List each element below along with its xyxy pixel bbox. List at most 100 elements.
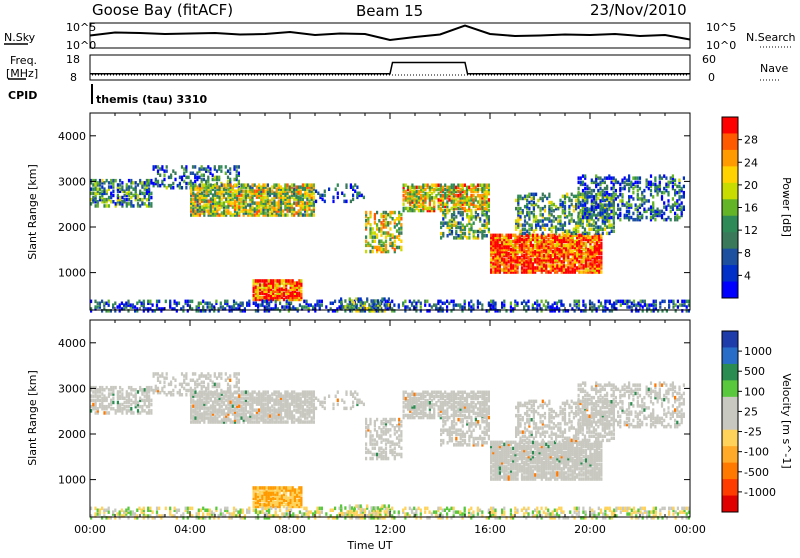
power-cell [559, 203, 561, 207]
power-cell [624, 185, 626, 189]
power-cell [282, 209, 284, 213]
power-cell [249, 203, 251, 207]
velocity-cell [192, 379, 194, 383]
power-cell [424, 184, 426, 188]
velocity-cell [112, 407, 114, 411]
power-cell [556, 264, 558, 268]
power-cell [203, 167, 205, 171]
power-cell [602, 203, 604, 207]
power-cell [580, 266, 582, 270]
power-cell [531, 193, 533, 197]
power-cell [444, 213, 446, 217]
power-cell [457, 190, 459, 194]
power-cell [550, 240, 552, 244]
power-cell [227, 199, 229, 203]
power-cell [633, 300, 635, 304]
power-cell [245, 205, 247, 209]
power-cell [398, 303, 400, 307]
power-cell [661, 210, 663, 214]
power-cell [125, 302, 127, 306]
velocity-cell [150, 386, 152, 390]
velocity-cell [192, 392, 194, 396]
power-cell [486, 184, 488, 188]
power-cell [676, 191, 678, 195]
power-cell [534, 234, 536, 238]
velocity-cell [163, 381, 165, 385]
power-cell [199, 183, 201, 187]
power-cell [293, 187, 295, 191]
power-cell [281, 305, 283, 309]
power-cell [367, 242, 369, 246]
power-cell [533, 213, 535, 217]
power-cell [559, 199, 561, 203]
power-cell [407, 305, 409, 309]
power-cell [278, 213, 280, 217]
power-cell [304, 201, 306, 205]
velocity-cell [201, 412, 203, 416]
velocity-cell [174, 385, 176, 389]
power-cell [220, 305, 222, 309]
power-cell [613, 230, 615, 234]
power-cell [166, 169, 168, 173]
power-cell [259, 279, 261, 283]
power-cell [304, 213, 306, 217]
power-cell [444, 192, 446, 196]
velocity-cell [210, 410, 212, 414]
power-cell [300, 211, 302, 215]
power-cell [484, 230, 486, 234]
power-cell [650, 174, 652, 178]
velocity-cell [99, 394, 101, 398]
power-cell [637, 176, 639, 180]
power-cell [185, 176, 187, 180]
velocity-cell [238, 394, 240, 398]
power-cell [619, 199, 621, 203]
power-cell [582, 232, 584, 236]
power-cell [575, 195, 577, 199]
power-cell [144, 202, 146, 206]
power-cell [405, 184, 407, 188]
power-cell [243, 193, 245, 197]
power-cell [462, 211, 464, 215]
power-cell [324, 200, 326, 204]
power-cell [112, 190, 114, 194]
power-cell [577, 221, 579, 225]
power-cell [124, 194, 126, 198]
power-cell [615, 212, 617, 216]
power-cell [192, 197, 194, 201]
power-cell [650, 181, 652, 185]
power-cell [240, 302, 242, 306]
power-cell [369, 227, 371, 231]
power-cell [354, 183, 356, 187]
power-cell [281, 279, 283, 283]
power-cell [621, 199, 623, 203]
velocity-cell [119, 394, 121, 398]
power-cell [470, 305, 472, 309]
power-cell [149, 300, 151, 304]
power-cell [453, 300, 455, 304]
power-cell [300, 185, 302, 189]
power-cell [519, 195, 521, 199]
power-cell [378, 227, 380, 231]
power-cell [240, 205, 242, 209]
velocity-cell [163, 376, 165, 380]
power-cell [602, 197, 604, 201]
power-cell [619, 218, 621, 222]
power-cell [270, 300, 272, 304]
power-cell [619, 183, 621, 187]
velocity-cell [238, 379, 240, 383]
power-cell [683, 176, 685, 180]
power-cell [578, 218, 580, 222]
power-cell [276, 183, 278, 187]
velocity-cell [218, 372, 220, 376]
power-cell [599, 191, 601, 195]
power-cell [488, 215, 490, 219]
power-cell [650, 303, 652, 307]
power-cell [661, 300, 663, 304]
power-cell [624, 176, 626, 180]
power-cell [481, 184, 483, 188]
power-cell [110, 192, 112, 196]
power-cell [620, 303, 622, 307]
velocity-cell [236, 410, 238, 414]
power-cell [292, 305, 294, 309]
power-cell [523, 300, 525, 304]
